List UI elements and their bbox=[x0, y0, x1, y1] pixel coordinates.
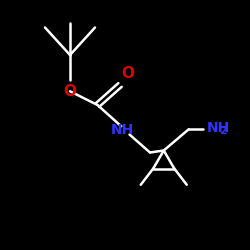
Text: NH: NH bbox=[206, 121, 230, 135]
Text: O: O bbox=[64, 84, 76, 99]
Text: 2: 2 bbox=[220, 126, 227, 136]
Text: O: O bbox=[121, 66, 134, 81]
Text: NH: NH bbox=[111, 123, 134, 137]
